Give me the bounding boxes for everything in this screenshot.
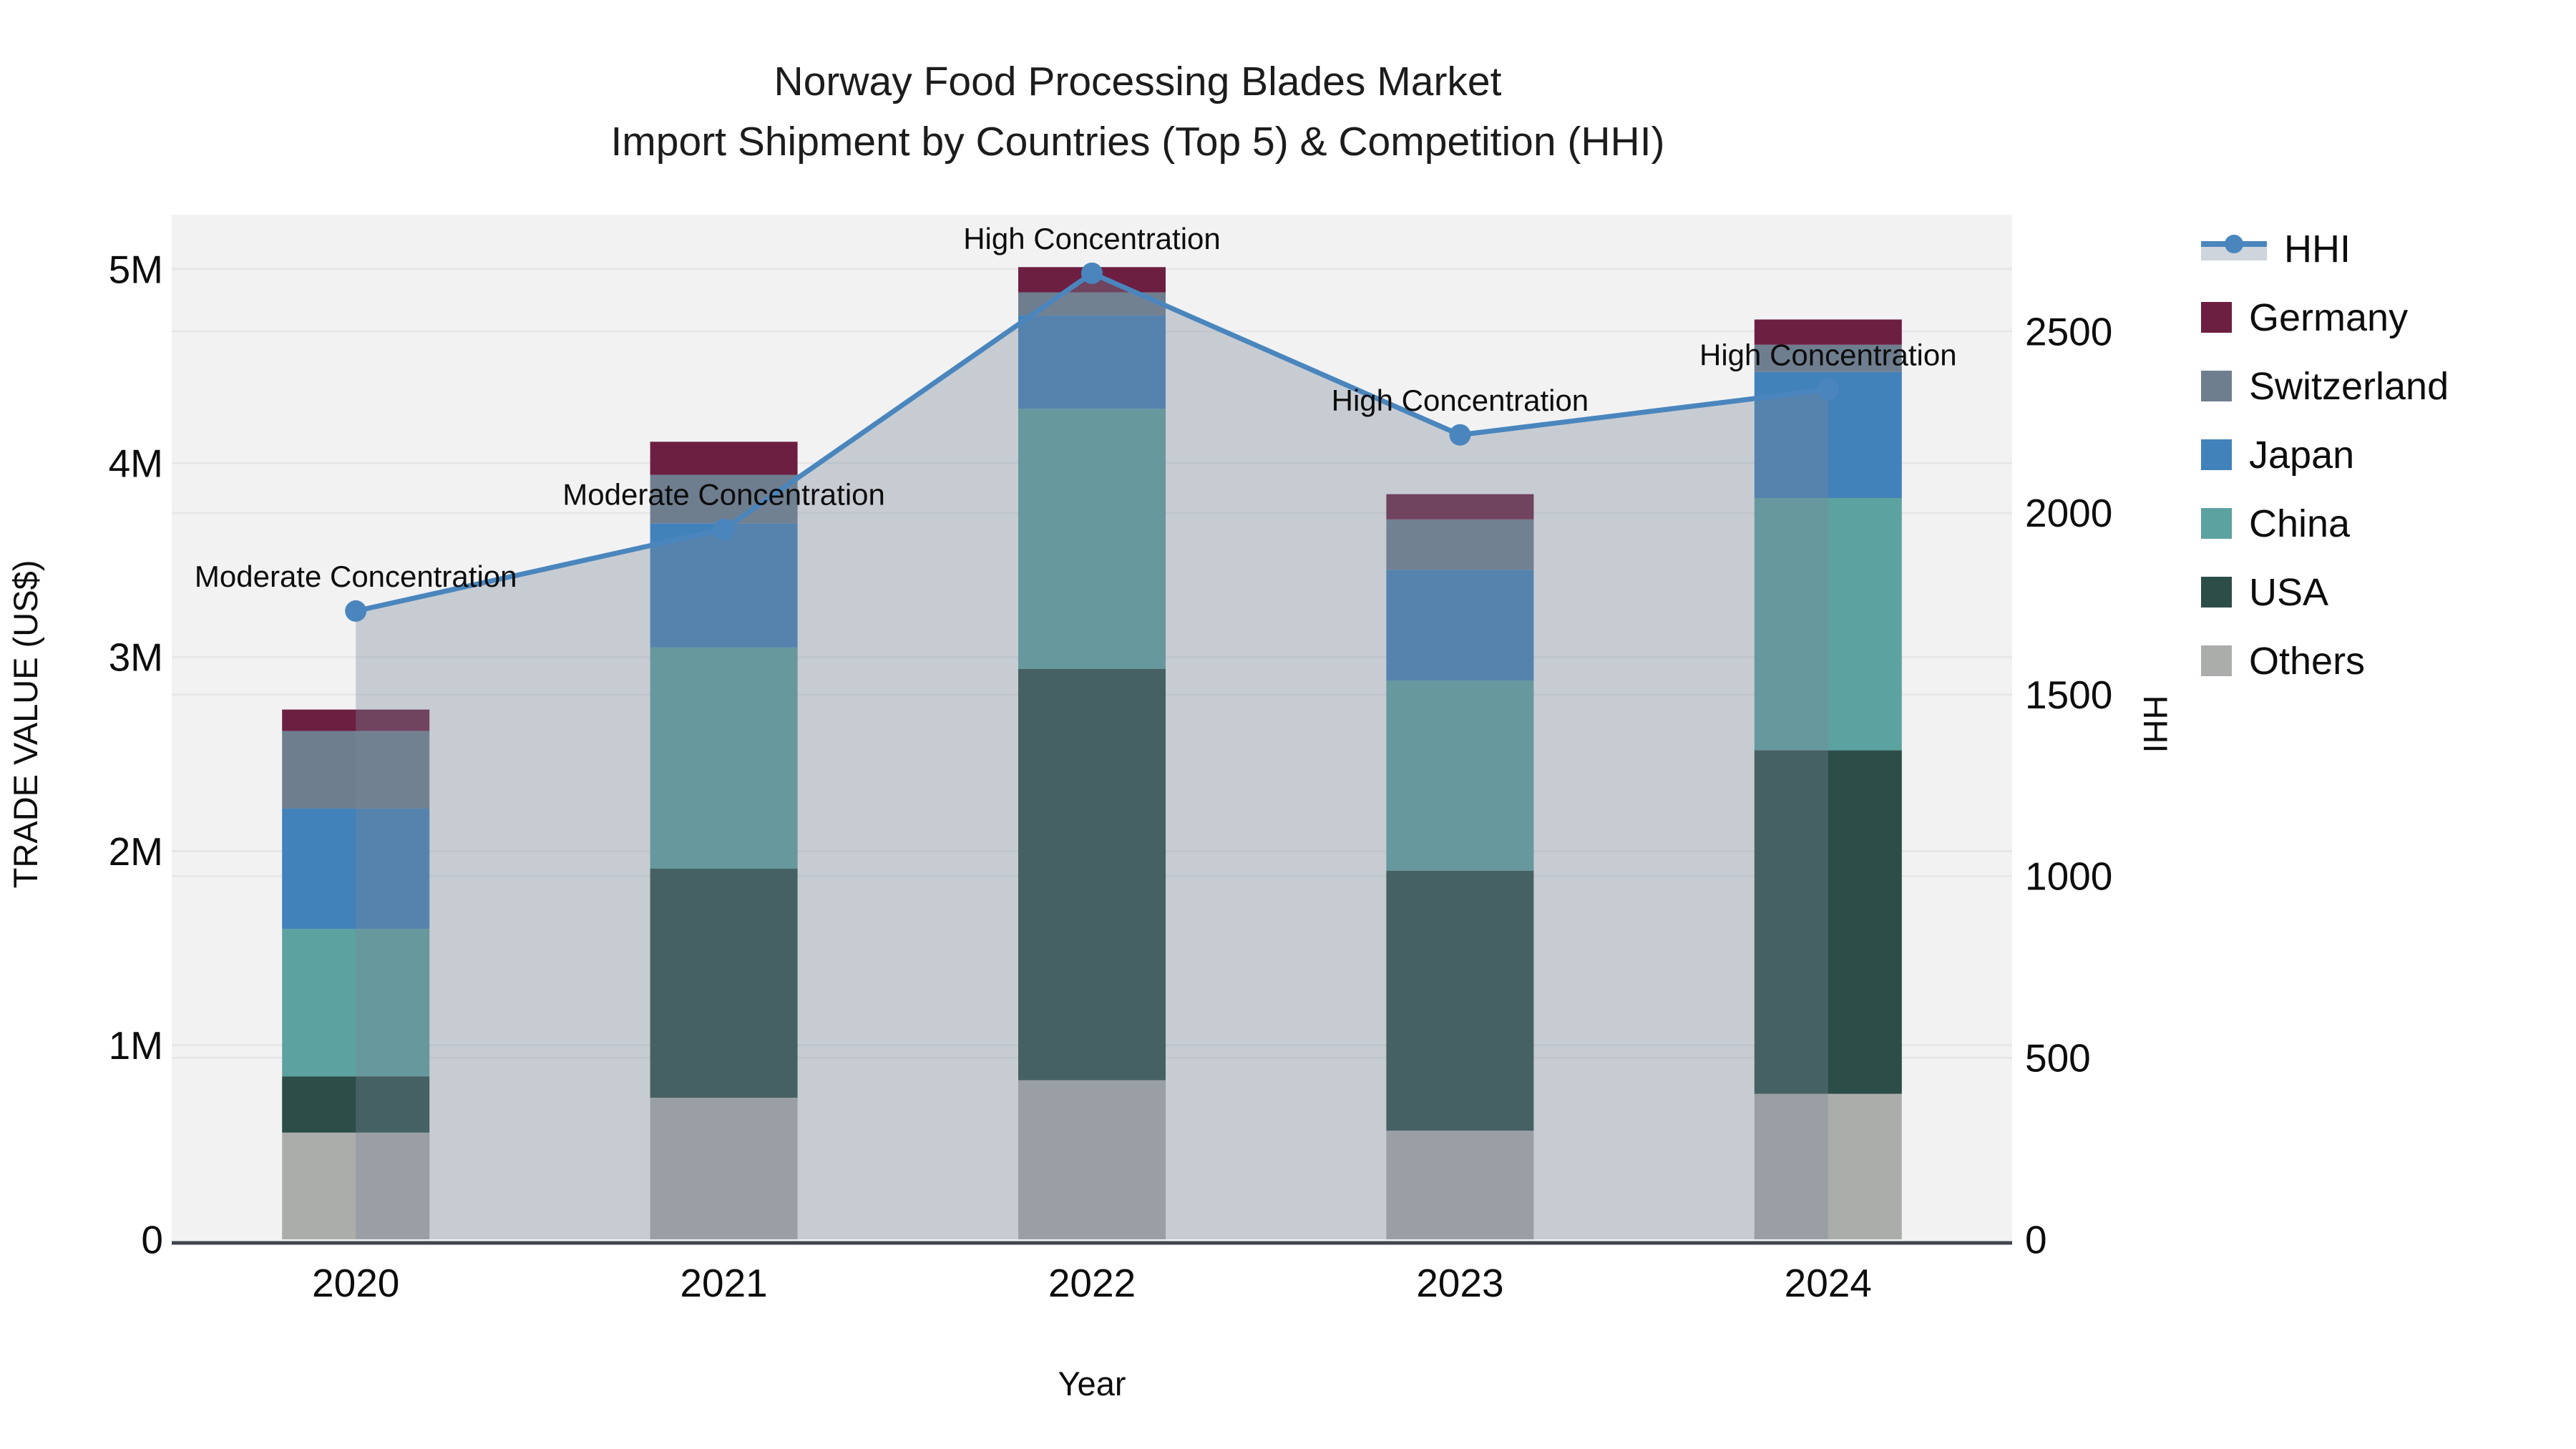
- x-tick-2021: 2021: [680, 1261, 767, 1305]
- legend-swatch-japan: [2201, 439, 2232, 470]
- annotation-2020: Moderate Concentration: [195, 560, 517, 593]
- x-tick-2022: 2022: [1048, 1261, 1136, 1305]
- bar-segment-2024-germany: [1754, 319, 1902, 345]
- legend-label-usa: USA: [2249, 570, 2329, 614]
- bar-segment-2021-switzerland: [650, 474, 798, 524]
- legend-label-china: China: [2249, 502, 2351, 545]
- y-right-tick-1000: 1000: [2025, 854, 2112, 899]
- legend-item-japan[interactable]: Japan: [2201, 433, 2449, 477]
- y-left-tick-4M: 4M: [109, 441, 163, 485]
- x-tick-2024: 2024: [1785, 1261, 1872, 1305]
- bar-segment-2023-switzerland: [1386, 519, 1534, 570]
- legend-label-germany: Germany: [2249, 296, 2409, 339]
- bar-segment-2020-others: [282, 1132, 430, 1239]
- y-right-tick-500: 500: [2025, 1035, 2091, 1080]
- bar-segment-2023-china: [1386, 680, 1534, 871]
- legend-hhi-line-icon: [2201, 233, 2267, 265]
- legend-swatch-others: [2201, 645, 2232, 676]
- y-left-tick-5M: 5M: [109, 247, 163, 291]
- bar-segment-2023-germany: [1386, 494, 1534, 519]
- legend: HHI Germany Switzerland Japan China USA Others: [2201, 228, 2449, 683]
- bar-segment-2021-usa: [650, 869, 798, 1098]
- bar-segment-2020-germany: [282, 709, 430, 731]
- legend-item-hhi[interactable]: HHI: [2201, 228, 2449, 270]
- bar-segment-2021-japan: [650, 523, 798, 648]
- bar-segment-2020-china: [282, 929, 430, 1077]
- legend-item-switzerland[interactable]: Switzerland: [2201, 364, 2449, 408]
- legend-item-china[interactable]: China: [2201, 502, 2449, 545]
- bar-segment-2024-switzerland: [1754, 344, 1902, 372]
- legend-swatch-china: [2201, 508, 2232, 539]
- y-right-tick-2500: 2500: [2025, 309, 2112, 353]
- legend-hhi-marker: [2225, 234, 2243, 253]
- y-right-tick-1500: 1500: [2025, 673, 2112, 717]
- bar-segment-2024-china: [1754, 498, 1902, 751]
- legend-swatch-germany: [2201, 302, 2232, 333]
- legend-label-switzerland: Switzerland: [2249, 364, 2449, 408]
- hhi-marker-2023: [1449, 424, 1471, 446]
- legend-label-japan: Japan: [2249, 433, 2355, 477]
- legend-swatch-switzerland: [2201, 371, 2232, 401]
- y-left-tick-2M: 2M: [109, 829, 163, 874]
- y-left-tick-0: 0: [141, 1217, 163, 1262]
- legend-item-others[interactable]: Others: [2201, 639, 2449, 683]
- y-left-tick-3M: 3M: [109, 635, 163, 680]
- legend-swatch-usa: [2201, 577, 2232, 608]
- x-tick-2020: 2020: [312, 1261, 399, 1305]
- bar-segment-2023-japan: [1386, 570, 1534, 680]
- hhi-marker-2020: [345, 600, 367, 622]
- legend-label-hhi: HHI: [2284, 227, 2351, 270]
- bar-segment-2022-china: [1018, 409, 1166, 669]
- bar-segment-2022-usa: [1018, 668, 1166, 1080]
- bar-segment-2023-usa: [1386, 870, 1534, 1131]
- y-right-tick-0: 0: [2025, 1217, 2047, 1262]
- legend-item-germany[interactable]: Germany: [2201, 296, 2449, 339]
- hhi-marker-2022: [1081, 262, 1103, 284]
- annotation-2021: Moderate Concentration: [562, 478, 885, 512]
- bar-segment-2022-japan: [1018, 316, 1166, 409]
- bar-segment-2024-others: [1754, 1093, 1902, 1239]
- annotation-2024: High Concentration: [1699, 338, 1957, 371]
- bar-segment-2021-china: [650, 647, 798, 869]
- y-left-tick-1M: 1M: [109, 1023, 163, 1068]
- chart-title-line1: Norway Food Processing Blades Market: [774, 59, 1502, 104]
- y-right-axis-title: HHI: [2137, 696, 2175, 753]
- x-tick-2023: 2023: [1416, 1261, 1503, 1305]
- y-right-tick-2000: 2000: [2025, 491, 2112, 535]
- hhi-marker-2024: [1817, 379, 1839, 401]
- legend-item-usa[interactable]: USA: [2201, 570, 2449, 614]
- bar-segment-2020-usa: [282, 1076, 430, 1133]
- bar-segment-2021-germany: [650, 441, 798, 475]
- bar-segment-2020-japan: [282, 808, 430, 930]
- chart-title-line2: Import Shipment by Countries (Top 5) & C…: [610, 119, 1665, 165]
- annotation-2022: High Concentration: [963, 222, 1221, 255]
- x-axis-title: Year: [1058, 1365, 1126, 1402]
- y-left-axis-title: TRADE VALUE (US$): [6, 560, 44, 889]
- bar-segment-2021-others: [650, 1098, 798, 1239]
- legend-label-others: Others: [2249, 639, 2366, 683]
- bar-segment-2020-switzerland: [282, 731, 430, 809]
- bar-segment-2023-others: [1386, 1131, 1534, 1239]
- annotation-2023: High Concentration: [1332, 384, 1589, 417]
- chart-title: Norway Food Processing Blades Market Imp…: [0, 52, 2275, 172]
- bar-segment-2024-usa: [1754, 750, 1902, 1094]
- hhi-area-fill: [356, 273, 1828, 1240]
- hhi-marker-2021: [713, 518, 735, 540]
- bar-segment-2022-others: [1018, 1080, 1166, 1239]
